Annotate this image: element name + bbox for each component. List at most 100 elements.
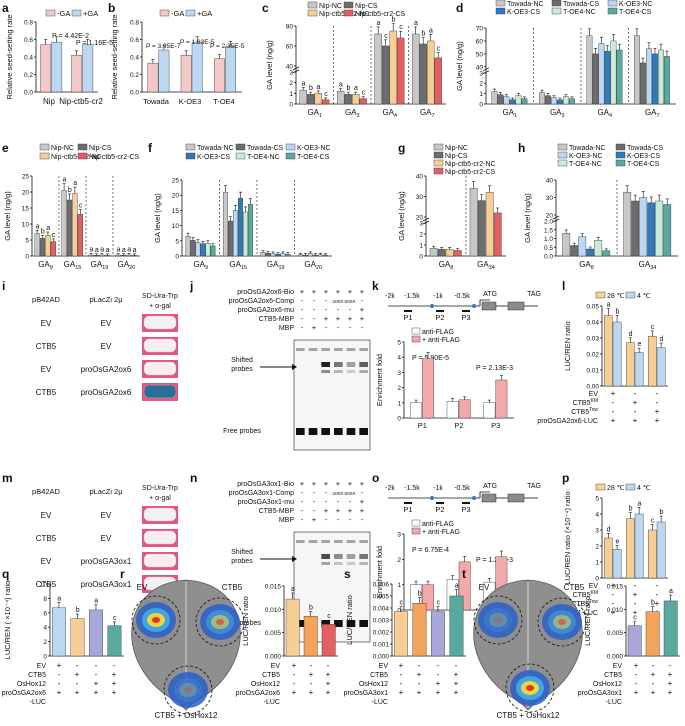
x-tick-label: GA34 [639,260,657,271]
bar-Towada-CS [497,94,504,105]
gel-well [296,540,305,543]
bar-LUC/REN [394,611,408,657]
x-tick-label: T-OE4 [213,97,235,106]
condition-sign: + [454,679,459,688]
condition-row-label: EV [589,583,599,590]
row-label: proOsGA2ox6 [81,365,132,374]
bar-Nip-NC [412,33,420,105]
emsa-sign: 200X [332,491,344,497]
y-tick-label: 3 [419,221,423,228]
emsa-sign: - [313,506,316,515]
bar-4 ℃ [612,549,622,579]
significance-letter: a [133,247,137,254]
emsa-sign: + [312,323,317,332]
gel-band-shifted [346,362,356,367]
bar-Nip-NC [88,254,94,257]
condition-sign: - [455,661,458,670]
position-label: TAG [527,291,541,298]
significance-letter: c [400,600,404,607]
axis-break-mark [422,220,430,225]
significance-letter: a [607,301,611,308]
condition-row-label: proOsGA2ox6 [236,690,280,697]
emsa-sign: - [301,323,304,332]
bar-LUC/REN [412,603,427,657]
row-label: EV [41,319,52,328]
bar-T-OE4-CS [602,250,611,257]
yeast-colony [143,530,177,545]
bar-K-OE3-NC [598,43,605,105]
condition-sign: - [612,599,615,608]
significance-letter: b [629,506,633,513]
y-tick-label: 1.5 [544,227,553,234]
y-tick-label: 0.015 [607,584,624,591]
condition-sign: + [633,590,638,599]
condition-sign: + [454,670,459,679]
condition-sign: + [436,688,441,697]
legend-label: -GA [57,9,70,18]
y-tick-label: 80 [286,24,294,31]
legend-swatch [625,291,636,299]
bar-Towada-CS [640,62,646,105]
bar-Nip-NC [374,33,382,105]
emsa-sign: 500X [344,299,356,305]
significance-letter: a [302,80,306,87]
legend-swatch [595,483,606,491]
emsa-sign: - [313,314,316,323]
bar-LUC/REN [107,625,122,657]
row-label: proOsGA2ox6 [81,388,132,397]
condition-sign: - [310,679,313,688]
legend-swatch [495,0,506,7]
y-tick-label: 0 [479,102,483,109]
emsa-sign: - [325,323,328,332]
y-tick-label: 0 [419,254,423,261]
emsa-row-label: proOsGA3ox1-mu [238,499,295,506]
bar-Nip-ctb5-cr2-CS [77,214,83,257]
emsa-row-label: proOsGA3ox1-Bio [237,481,294,488]
significance-letter: c [324,91,328,98]
legend-label: + anti-FLAG [422,337,460,344]
bar-T-OE4-NC [655,200,664,257]
probe-marker [404,310,412,312]
condition-sign: + [611,416,616,425]
bar-T-OE4-CS [210,245,216,257]
significance-letter: a [637,500,641,507]
y-tick-label: 5 [397,340,401,347]
y-tick-label: 0.4 [24,55,33,62]
condition-sign: + [655,599,660,608]
row-label: EV [41,557,52,566]
emsa-sign: + [312,287,317,296]
legend-swatch [285,143,296,151]
y-tick-label: 20 [22,190,30,197]
probe-label: P3 [461,313,470,322]
y-tick-label: 0 [397,416,401,423]
binding-site-marker [430,496,434,500]
legend-swatch [615,151,626,159]
condition-sign: + [309,670,314,679]
legend-label: Nip-ctb5-cr2-NC [51,154,102,161]
y-tick-label: 25 [172,178,180,185]
legend-swatch [625,483,636,491]
condition-sign: + [651,688,656,697]
emsa-sign: - [301,314,304,323]
gel-band-free [359,620,368,627]
x-tick-label: GA20 [304,260,322,271]
luminescence-signal [168,672,208,708]
x-tick-label: GA3 [550,108,565,119]
emsa-sign: + [324,314,329,323]
chart-r: 0.000 0.005 0.010 0.015 LUC/REN ratio a b c [241,584,338,661]
y-tick-label: 0.005 [265,630,282,637]
significance-letter: a [73,180,77,187]
condition-sign: - [418,679,421,688]
bar-28 ℃ [604,537,613,579]
legend-swatch [557,159,568,167]
significance-letter: d [659,336,663,343]
legend-label: K-OE3-CS [507,9,540,16]
infiltration-zone [537,597,587,647]
significance-letter: a [62,177,66,184]
legend-label: +GA [197,9,212,18]
y-tick-label: 0.0 [544,254,553,261]
legend-swatch [343,9,354,17]
emsa-sign: - [325,296,328,305]
column-header: pLacZi 2μ [89,487,122,496]
condition-sign: + [655,416,660,425]
